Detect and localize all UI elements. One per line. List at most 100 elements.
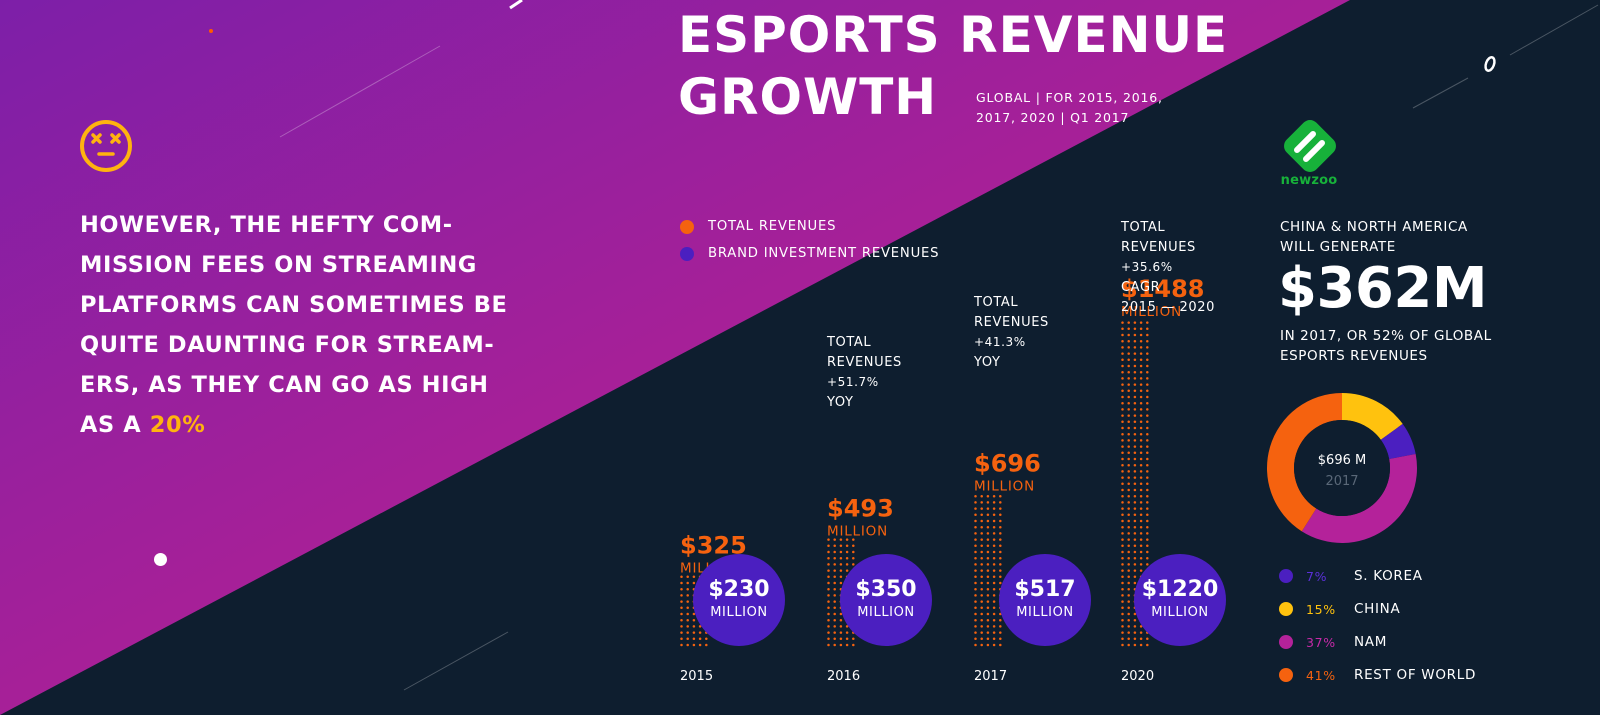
pie-legend-korea: 7% S. KOREA xyxy=(1279,568,1423,584)
growth-annotation-line: TOTAL xyxy=(826,335,871,350)
growth-annotation-line: CAGR xyxy=(1121,280,1160,295)
bar-brand-unit-2017: MILLION xyxy=(1016,605,1074,620)
title-line-2: GROWTH xyxy=(678,68,938,126)
bar-brand-value-2015: $230 xyxy=(708,577,769,602)
pie-legend-swatch-nam xyxy=(1279,635,1293,649)
quote-line-last: AS A 20% xyxy=(80,405,530,445)
pie-legend-pct-nam: 37% xyxy=(1306,634,1336,650)
growth-annotation-line: +51.7% xyxy=(827,375,879,389)
quote-line: QUITE DAUNTING FOR STREAM- xyxy=(80,332,495,358)
bar-brand-circle-2016 xyxy=(840,554,932,646)
quote-line: MISSION FEES ON STREAMING xyxy=(80,252,477,278)
legend-brand: BRAND INVESTMENT REVENUES xyxy=(680,246,939,261)
growth-annotation-2020: TOTAL REVENUES +35.6% CAGR 2015 — 2020 xyxy=(1120,220,1215,315)
headline-line-1: CHINA & NORTH AMERICA xyxy=(1280,219,1468,235)
quote-line: PLATFORMS CAN SOMETIMES BE xyxy=(80,292,508,318)
donut-slice-s-korea xyxy=(1380,423,1416,460)
growth-annotation-line: +35.6% xyxy=(1121,260,1173,274)
growth-annotation-2016: TOTAL REVENUES +51.7% YOY xyxy=(826,335,902,410)
bar-total-unit-2017: MILLION xyxy=(974,479,1035,495)
growth-annotation-line: REVENUES xyxy=(974,315,1049,330)
x-tick-label-2015: 2015 xyxy=(680,669,713,684)
decor-dot-orange xyxy=(209,29,213,33)
legend-swatch-total xyxy=(680,219,694,234)
bar-total-unit-2020: MILLION xyxy=(1121,304,1182,320)
title-line-1: ESPORTS REVENUE xyxy=(678,6,1229,64)
bar-brand-unit-2015: MILLION xyxy=(710,605,768,620)
pie-legend-swatch-china xyxy=(1279,602,1293,616)
headline-line-2: WILL GENERATE xyxy=(1280,239,1396,255)
bar-brand-circle-2020 xyxy=(1134,554,1226,646)
big-number-caption: IN 2017, OR 52% OF GLOBAL ESPORTS REVENU… xyxy=(1280,326,1520,366)
x-tick-label-2020: 2020 xyxy=(1121,669,1154,684)
quote-line: HOWEVER, THE HEFTY COM- xyxy=(80,212,453,238)
pie-legend-pct-china: 15% xyxy=(1306,601,1336,617)
bar-brand-unit-2020: MILLION xyxy=(1151,605,1209,620)
bar-brand-value-2020: $1220 xyxy=(1142,577,1219,602)
subtitle-line-2: 2017, 2020 | Q1 2017 xyxy=(976,110,1130,125)
bar-total-unit-2016: MILLION xyxy=(827,523,888,539)
dizzy-face-icon xyxy=(80,120,132,172)
legend-swatch-brand xyxy=(680,246,694,261)
growth-annotation-2017: TOTAL REVENUES +41.3% YOY xyxy=(973,295,1049,370)
growth-annotation-line: REVENUES xyxy=(827,355,902,370)
bar-brand-unit-2016: MILLION xyxy=(857,605,915,620)
growth-annotation-line: TOTAL xyxy=(973,295,1018,310)
growth-annotation-line: YOY xyxy=(973,355,1001,370)
regional-donut-chart: $696 M 2017 xyxy=(1267,393,1417,543)
bar-total-value-2016: $493 xyxy=(827,494,894,522)
donut-slice-china xyxy=(1342,393,1403,440)
pie-legend-label-korea: S. KOREA xyxy=(1354,568,1423,584)
growth-annotation-line: +41.3% xyxy=(974,335,1026,349)
pie-legend-china: 15% CHINA xyxy=(1279,601,1400,617)
legend-label-brand: BRAND INVESTMENT REVENUES xyxy=(708,246,940,261)
growth-annotation-line: REVENUES xyxy=(1121,240,1196,255)
growth-annotation-line: 2015 — 2020 xyxy=(1121,300,1215,315)
x-tick-label-2017: 2017 xyxy=(974,669,1007,684)
caption-line-1: IN 2017, OR 52% OF GLOBAL xyxy=(1280,328,1492,344)
pie-legend-nam: 37% NAM xyxy=(1279,634,1387,650)
quote-line: ERS, AS THEY CAN GO AS HIGH xyxy=(80,372,489,398)
bar-brand-circle-2017 xyxy=(999,554,1091,646)
pie-legend-label-china: CHINA xyxy=(1354,601,1401,617)
subtitle: GLOBAL | FOR 2015, 2016, 2017, 2020 | Q1… xyxy=(976,88,1196,128)
pie-legend-swatch-rest xyxy=(1279,668,1293,682)
newzoo-logo-icon xyxy=(1284,120,1336,172)
bar-brand-value-2017: $517 xyxy=(1014,577,1075,602)
pie-legend-pct-korea: 7% xyxy=(1306,568,1328,584)
bar-total-value-2017: $696 xyxy=(974,450,1041,478)
decor-dot-white xyxy=(154,553,167,566)
quote-highlight: 20% xyxy=(149,412,206,438)
growth-annotation-line: YOY xyxy=(826,395,854,410)
subtitle-line-1: GLOBAL | FOR 2015, 2016, xyxy=(976,90,1163,105)
newzoo-logo-text: newzoo xyxy=(1280,173,1338,188)
quote-text: HOWEVER, THE HEFTY COM- MISSION FEES ON … xyxy=(80,205,530,445)
donut-center-value: $696 M xyxy=(1318,453,1366,468)
big-number: $362M xyxy=(1278,256,1488,321)
pie-legend-pct-rest: 41% xyxy=(1306,667,1336,683)
x-tick-label-2016: 2016 xyxy=(827,669,860,684)
donut-slice-rest-of-world xyxy=(1267,393,1342,532)
pie-legend-label-rest: REST OF WORLD xyxy=(1354,667,1477,683)
donut-hole xyxy=(1294,420,1390,516)
donut-center-year: 2017 xyxy=(1325,474,1358,489)
bar-brand-circle-2015 xyxy=(693,554,785,646)
pie-legend-rest: 41% REST OF WORLD xyxy=(1279,667,1476,683)
caption-line-2: ESPORTS REVENUES xyxy=(1280,348,1428,364)
pie-legend-label-nam: NAM xyxy=(1354,634,1388,650)
bar-brand-value-2016: $350 xyxy=(855,577,916,602)
legend-label-total: TOTAL REVENUES xyxy=(708,219,837,234)
bar-total-value-2020: $1488 xyxy=(1121,275,1205,303)
page-title: ESPORTS REVENUE GROWTH xyxy=(678,4,1228,128)
bar-total-2017 xyxy=(974,494,1002,647)
quote-prefix: AS A xyxy=(80,412,142,438)
pie-legend-swatch-korea xyxy=(1279,569,1293,583)
growth-annotation-line: TOTAL xyxy=(1120,220,1165,235)
pie-headline: CHINA & NORTH AMERICA WILL GENERATE xyxy=(1280,217,1510,257)
legend-total: TOTAL REVENUES xyxy=(680,219,836,234)
